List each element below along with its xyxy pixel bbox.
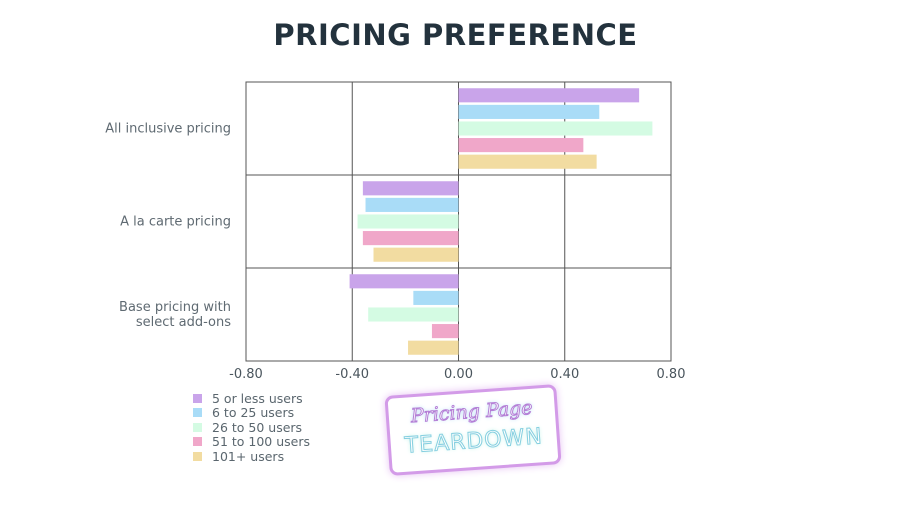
- category-label: All inclusive pricing: [105, 122, 231, 137]
- category-label: Base pricing with: [119, 300, 231, 315]
- legend-label: 5 or less users: [212, 390, 303, 406]
- legend-swatch: [193, 451, 202, 461]
- pricing-page-teardown-logo: Pricing Page TEARDOWN: [384, 384, 562, 476]
- x-tick-label: 0.00: [444, 367, 473, 382]
- legend-swatch: [193, 422, 202, 432]
- bar: [458, 154, 597, 169]
- bar: [362, 181, 459, 196]
- bar: [413, 290, 459, 305]
- legend-item: 5 or less users: [193, 391, 310, 406]
- bar: [365, 197, 459, 212]
- legend-label: 26 to 50 users: [212, 419, 303, 435]
- page-title: PRICING PREFERENCE: [273, 18, 638, 52]
- bar: [373, 247, 459, 262]
- category-labels: All inclusive pricing A la carte pricing B…: [105, 122, 231, 331]
- bar: [362, 231, 459, 246]
- legend-item: 6 to 25 users: [193, 405, 310, 421]
- legend-label: 6 to 25 users: [212, 405, 295, 421]
- x-tick-label: 0.40: [550, 367, 579, 382]
- bar: [458, 121, 653, 136]
- legend-label: 101+ users: [212, 448, 285, 464]
- bar: [458, 138, 584, 153]
- logo-line-1: Pricing Page: [410, 396, 534, 428]
- bar: [458, 88, 640, 103]
- bar: [368, 307, 459, 322]
- x-tick-labels: -0.80 -0.40 0.00 0.40 0.80: [229, 367, 685, 382]
- bar: [458, 104, 600, 119]
- legend: 5 or less users 6 to 25 users 26 to 50 u…: [193, 391, 310, 464]
- x-tick-label: -0.40: [335, 367, 369, 382]
- logo-line-2: TEARDOWN: [404, 424, 545, 460]
- legend-swatch: [193, 408, 202, 418]
- chart-bars: [349, 88, 653, 355]
- legend-item: 101+ users: [193, 449, 310, 464]
- legend-label: 51 to 100 users: [212, 434, 311, 450]
- category-label: select add-ons: [136, 315, 231, 330]
- bar: [431, 324, 459, 339]
- legend-item: 51 to 100 users: [193, 434, 311, 450]
- legend-swatch: [193, 393, 202, 403]
- category-label: A la carte pricing: [120, 215, 231, 230]
- bar: [349, 274, 459, 289]
- legend-item: 26 to 50 users: [193, 420, 310, 435]
- bar: [408, 340, 459, 355]
- bar: [357, 214, 459, 229]
- x-tick-label: 0.80: [657, 367, 686, 382]
- chart-grid: [245, 81, 672, 362]
- legend-swatch: [193, 437, 202, 447]
- x-tick-label: -0.80: [229, 367, 263, 382]
